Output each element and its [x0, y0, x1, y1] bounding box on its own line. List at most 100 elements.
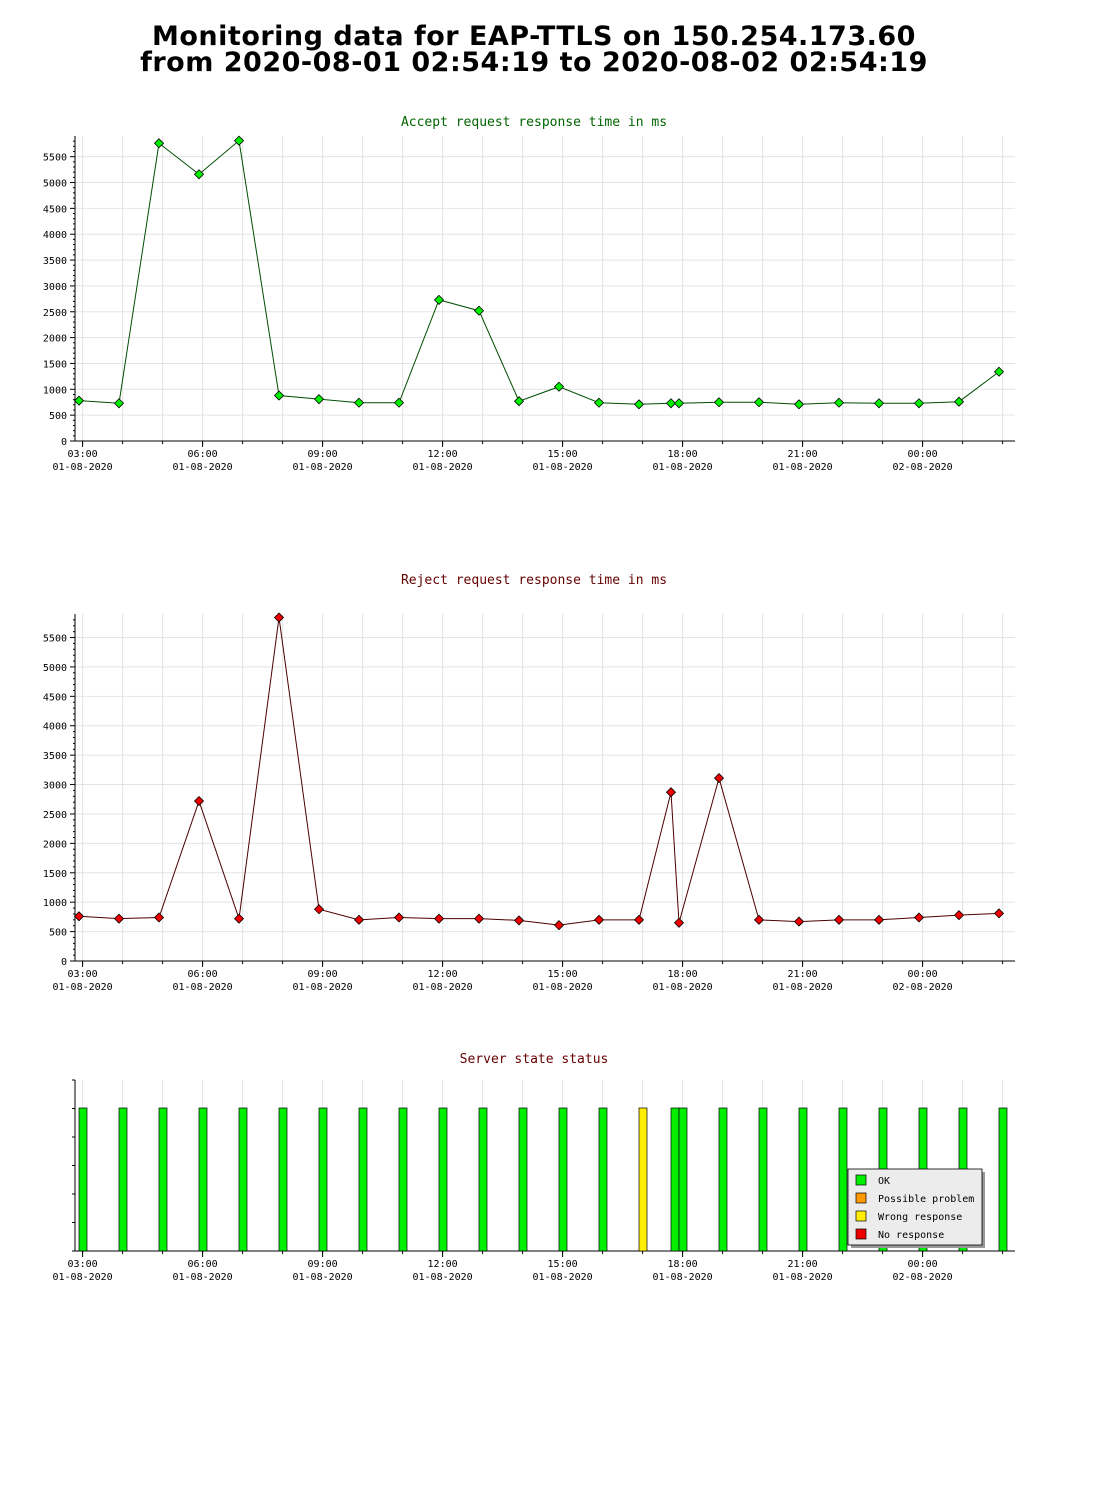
status-bar — [198, 1107, 208, 1252]
accept-data-point — [873, 398, 885, 409]
reject-data-point — [913, 912, 925, 923]
reject-data-point — [993, 908, 1005, 919]
status-bar — [678, 1107, 688, 1252]
status-bar — [998, 1107, 1008, 1252]
accept-data-point — [353, 397, 365, 408]
status-bar — [158, 1107, 168, 1252]
status-bar — [318, 1107, 328, 1252]
reject-y-tick-label: 0 — [61, 957, 67, 968]
status-x-tick-date: 01-08-2020 — [412, 1272, 472, 1283]
status-bar — [278, 1107, 288, 1252]
accept-x-tick-time: 21:00 — [788, 449, 818, 460]
reject-data-point — [713, 773, 725, 784]
status-legend-swatch — [855, 1174, 867, 1186]
accept-x-tick-date: 01-08-2020 — [772, 462, 832, 473]
accept-x-tick-time: 00:00 — [908, 449, 938, 460]
reject-x-tick-date: 01-08-2020 — [172, 982, 232, 993]
accept-y-tick-label: 3000 — [43, 282, 67, 293]
status-x-tick-time: 21:00 — [788, 1259, 818, 1270]
reject-x-tick-date: 02-08-2020 — [892, 982, 952, 993]
status-x-tick-date: 01-08-2020 — [772, 1272, 832, 1283]
reject-data-point — [633, 914, 645, 925]
reject-y-tick-label: 500 — [49, 928, 67, 939]
reject-data-point — [833, 914, 845, 925]
reject-series-line — [78, 617, 1000, 926]
status-bar — [358, 1107, 368, 1252]
reject-data-point — [593, 914, 605, 925]
status-x-tick-date: 01-08-2020 — [652, 1272, 712, 1283]
status-legend-swatch — [855, 1228, 867, 1240]
status-bar — [558, 1107, 568, 1252]
reject-data-point — [753, 914, 765, 925]
accept-y-tick-label: 3500 — [43, 256, 67, 267]
reject-data-point — [393, 912, 405, 923]
status-bar — [598, 1107, 608, 1252]
accept-x-tick-time: 18:00 — [668, 449, 698, 460]
reject-x-tick-time: 00:00 — [908, 969, 938, 980]
accept-x-tick-date: 02-08-2020 — [892, 462, 952, 473]
reject-data-point — [793, 916, 805, 927]
status-bar — [518, 1107, 528, 1252]
reject-data-point — [313, 904, 325, 915]
accept-x-tick-date: 01-08-2020 — [52, 462, 112, 473]
accept-data-point — [953, 396, 965, 407]
reject-x-tick-date: 01-08-2020 — [532, 982, 592, 993]
accept-y-tick-label: 2000 — [43, 334, 67, 345]
page-title-line1: Monitoring data for EAP-TTLS on 150.254.… — [152, 21, 916, 52]
reject-data-point — [873, 914, 885, 925]
reject-x-tick-time: 06:00 — [188, 969, 218, 980]
reject-data-point — [113, 913, 125, 924]
reject-y-tick-label: 4500 — [43, 692, 67, 703]
reject-x-tick-time: 18:00 — [668, 969, 698, 980]
reject-x-tick-time: 12:00 — [428, 969, 458, 980]
reject-data-point — [433, 913, 445, 924]
status-legend-box — [847, 1168, 983, 1246]
reject-data-point — [233, 913, 245, 924]
status-legend-swatch — [855, 1210, 867, 1222]
status-x-tick-time: 18:00 — [668, 1259, 698, 1270]
reject-x-tick-time: 15:00 — [548, 969, 578, 980]
status-x-tick-time: 09:00 — [308, 1259, 338, 1270]
status-legend-label: No response — [878, 1230, 944, 1241]
accept-x-tick-time: 15:00 — [548, 449, 578, 460]
reject-response-chart: Reject request response time in ms 0 500 1… — [43, 573, 1015, 993]
status-x-tick-date: 01-08-2020 — [532, 1272, 592, 1283]
status-bar — [670, 1107, 680, 1252]
accept-y-tick-label: 4500 — [43, 204, 67, 215]
reject-data-point — [193, 795, 205, 807]
page-title: Monitoring data for EAP-TTLS on 150.254.… — [0, 21, 1068, 76]
status-chart-title: Server state status — [460, 1052, 609, 1067]
status-bar — [238, 1107, 248, 1252]
accept-y-tick-label: 1000 — [43, 385, 67, 396]
status-bar — [78, 1107, 88, 1252]
reject-x-tick-date: 01-08-2020 — [412, 982, 472, 993]
reject-data-point — [673, 917, 685, 928]
accept-x-tick-date: 01-08-2020 — [292, 462, 352, 473]
status-x-tick-time: 00:00 — [908, 1259, 938, 1270]
reject-x-tick-date: 01-08-2020 — [52, 982, 112, 993]
accept-y-tick-label: 5500 — [43, 153, 67, 164]
accept-data-point — [113, 398, 125, 409]
status-legend-label: Possible problem — [878, 1194, 974, 1205]
accept-data-point — [233, 135, 245, 146]
accept-data-point — [833, 397, 845, 408]
status-bar — [118, 1107, 128, 1252]
accept-chart-title: Accept request response time in ms — [401, 115, 667, 130]
reject-data-point — [353, 914, 365, 925]
accept-data-point — [713, 397, 725, 408]
reject-y-tick-label: 5000 — [43, 663, 67, 674]
accept-x-tick-date: 01-08-2020 — [412, 462, 472, 473]
status-bar — [718, 1107, 728, 1252]
reject-data-point — [665, 787, 677, 798]
accept-data-point — [273, 390, 285, 401]
accept-x-tick-time: 12:00 — [428, 449, 458, 460]
accept-data-point — [313, 394, 325, 405]
accept-data-point — [993, 366, 1005, 377]
status-x-tick-time: 15:00 — [548, 1259, 578, 1270]
accept-y-tick-label: 5000 — [43, 179, 67, 190]
reject-x-tick-date: 01-08-2020 — [652, 982, 712, 993]
accept-y-tick-label: 500 — [49, 411, 67, 422]
reject-data-point — [513, 915, 525, 926]
reject-data-point — [553, 920, 565, 931]
